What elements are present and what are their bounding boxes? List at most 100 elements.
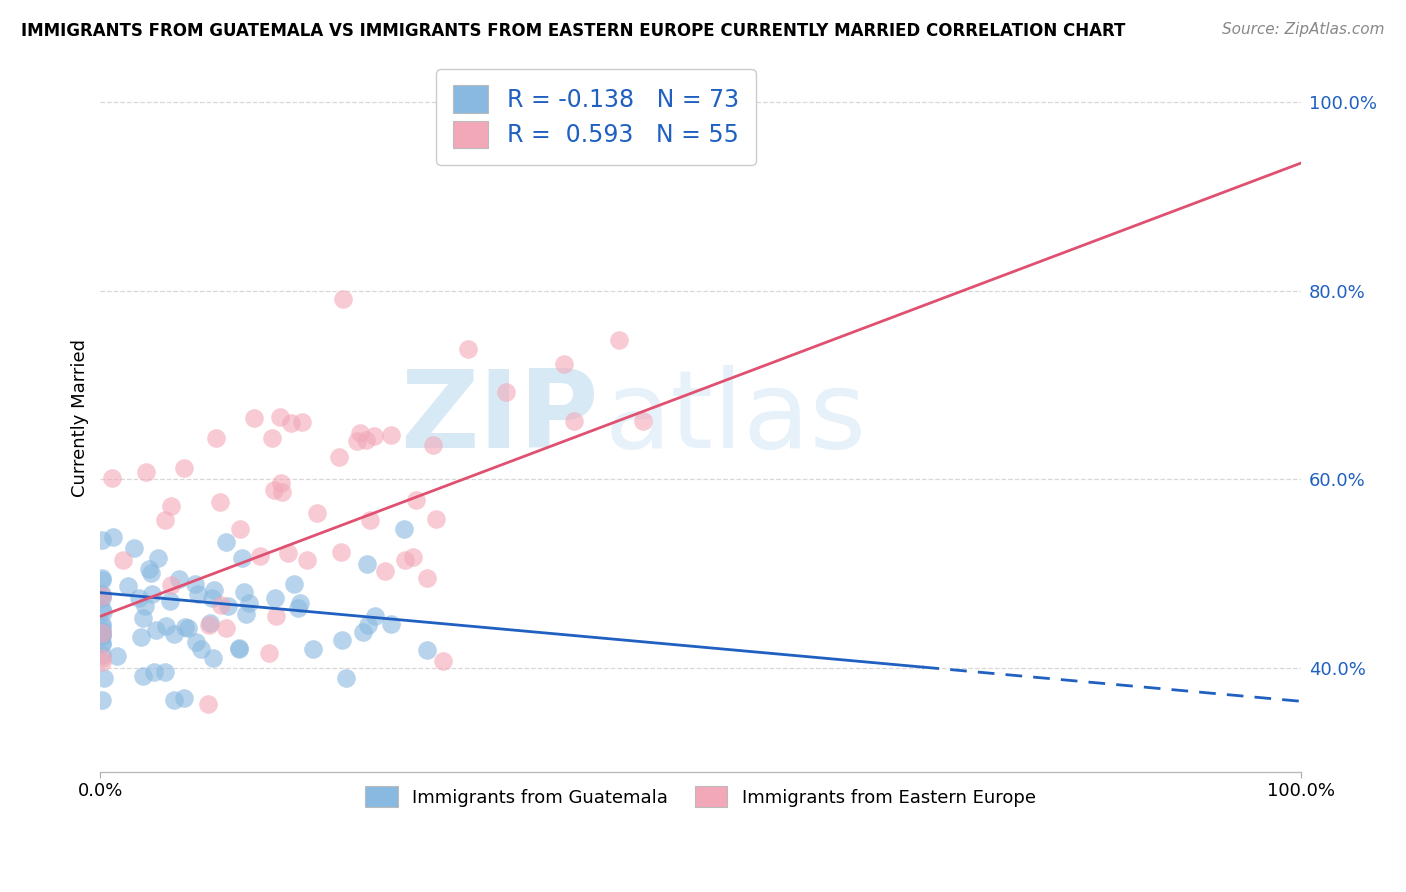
Y-axis label: Currently Married: Currently Married (72, 339, 89, 497)
Point (264, 609, 287, 624)
Point (105, 648, 128, 663)
Point (280, 417, 302, 431)
Point (146, 551, 169, 566)
Point (90, 591, 112, 606)
Point (364, 608, 387, 623)
Point (90, 589, 112, 603)
Point (90, 626, 112, 640)
Text: ZIP: ZIP (399, 365, 599, 471)
Point (129, 630, 152, 644)
Point (173, 461, 195, 475)
Point (90, 590, 112, 604)
Point (101, 471, 124, 485)
Point (90, 655, 112, 669)
Point (374, 564, 396, 578)
Legend: Immigrants from Guatemala, Immigrants from Eastern Europe: Immigrants from Guatemala, Immigrants fr… (356, 777, 1045, 816)
Point (90, 587, 112, 601)
Point (271, 484, 294, 499)
Point (198, 617, 221, 632)
Point (291, 415, 314, 429)
Point (90, 626, 112, 640)
Point (90, 629, 112, 643)
Point (202, 650, 225, 665)
Point (332, 292, 354, 306)
Point (277, 546, 299, 560)
Point (139, 566, 162, 580)
Point (257, 646, 280, 660)
Point (329, 544, 352, 558)
Point (90, 602, 112, 616)
Point (401, 549, 423, 564)
Point (138, 562, 160, 576)
Point (302, 642, 325, 657)
Point (330, 633, 353, 648)
Point (128, 591, 150, 605)
Point (134, 599, 156, 614)
Point (238, 596, 260, 610)
Point (295, 553, 318, 567)
Point (335, 671, 357, 685)
Point (228, 640, 250, 655)
Point (132, 669, 155, 683)
Point (160, 578, 183, 592)
Point (122, 541, 145, 555)
Point (209, 495, 232, 509)
Point (145, 623, 167, 637)
Text: Source: ZipAtlas.com: Source: ZipAtlas.com (1222, 22, 1385, 37)
Point (231, 550, 253, 565)
Point (380, 617, 402, 632)
Point (173, 691, 195, 706)
Point (229, 522, 252, 536)
Point (90, 620, 112, 634)
Point (135, 465, 157, 479)
Point (394, 553, 416, 567)
Point (357, 618, 380, 632)
Point (90, 627, 112, 641)
Point (142, 665, 165, 680)
Point (90, 571, 112, 585)
Point (153, 513, 176, 527)
Point (155, 619, 177, 633)
Point (495, 384, 517, 399)
Point (197, 697, 219, 711)
Point (190, 642, 212, 657)
Point (422, 438, 444, 452)
Point (553, 357, 575, 371)
Point (363, 429, 385, 443)
Text: atlas: atlas (605, 365, 866, 471)
Point (609, 333, 631, 347)
Point (205, 431, 228, 445)
Point (416, 642, 439, 657)
Point (290, 596, 312, 610)
Point (153, 665, 176, 680)
Point (432, 654, 454, 668)
Point (457, 342, 479, 356)
Point (93, 671, 115, 685)
Point (184, 576, 207, 591)
Point (425, 512, 447, 526)
Point (262, 431, 284, 445)
Point (354, 434, 377, 448)
Point (215, 621, 238, 635)
Point (346, 434, 368, 448)
Point (228, 642, 250, 657)
Point (217, 599, 239, 613)
Point (283, 577, 305, 591)
Point (287, 601, 309, 615)
Point (270, 476, 292, 491)
Point (90, 624, 112, 639)
Point (198, 616, 221, 631)
Point (141, 587, 163, 601)
Point (90, 636, 112, 650)
Point (187, 587, 209, 601)
Point (307, 506, 329, 520)
Point (631, 414, 654, 428)
Point (160, 499, 183, 513)
Point (90, 574, 112, 588)
Point (562, 414, 585, 428)
Point (243, 411, 266, 425)
Point (131, 611, 153, 625)
Point (249, 549, 271, 564)
Point (90, 636, 112, 650)
Point (328, 450, 350, 464)
